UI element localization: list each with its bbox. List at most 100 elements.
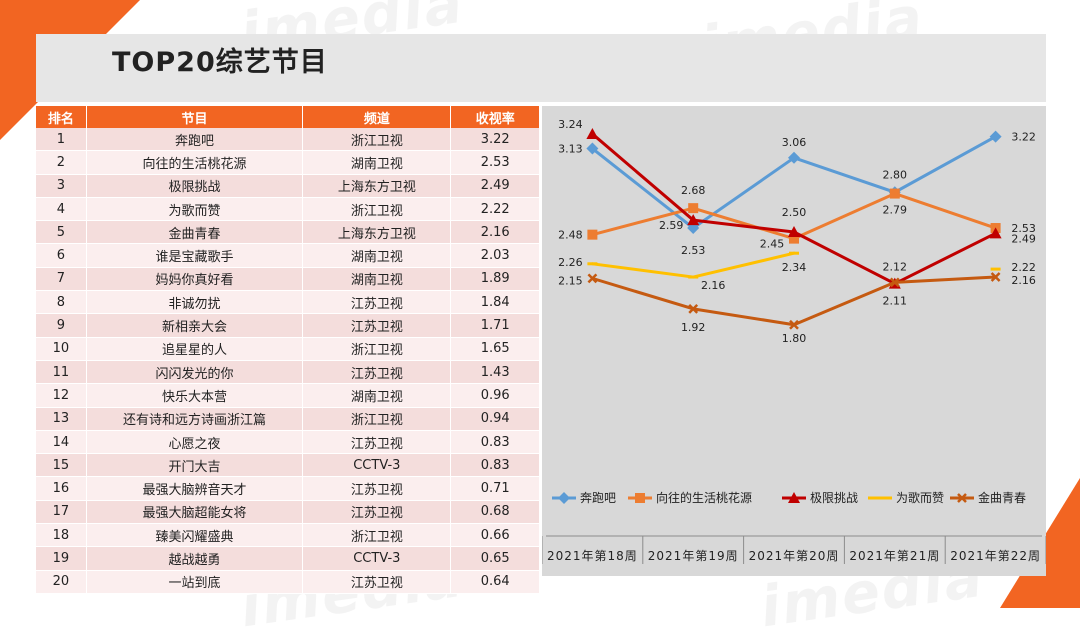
rating-cell: 0.71: [450, 476, 540, 501]
legend-label: 为歌而赞: [896, 490, 944, 505]
table-row: 9 新相亲大会 江苏卫视 1.71: [36, 313, 540, 338]
legend-label: 向往的生活桃花源: [656, 490, 752, 505]
data-point: [586, 142, 599, 155]
series-line: [590, 147, 695, 230]
channel-cell: 上海东方卫视: [302, 174, 452, 198]
rank-cell: 9: [36, 313, 87, 338]
legend-marker: [957, 493, 967, 503]
data-point: [990, 272, 1001, 282]
x-tick-label: 2021年第18周: [547, 549, 638, 563]
column-header-program: 节目: [86, 106, 304, 128]
series-line: [893, 231, 998, 286]
program-cell: 心愿之夜: [86, 430, 304, 455]
program-cell: 快乐大本营: [86, 383, 304, 408]
data-point: [688, 203, 699, 214]
program-cell: 向往的生活桃花源: [86, 150, 304, 175]
legend-label: 奔跑吧: [580, 491, 616, 505]
program-cell: 新相亲大会: [86, 313, 304, 338]
data-label: 2.49: [1011, 232, 1036, 245]
table-row: 14 心愿之夜 江苏卫视 0.83: [36, 430, 540, 455]
channel-cell: 湖南卫视: [302, 267, 452, 292]
data-point: [688, 303, 699, 314]
series-line: [792, 230, 897, 286]
x-tick-label: 2021年第22周: [950, 549, 1041, 563]
rating-cell: 2.16: [450, 220, 540, 245]
rank-cell: 3: [36, 174, 87, 198]
rating-cell: 1.43: [450, 360, 540, 385]
program-cell: 一站到底: [86, 570, 304, 594]
series-line: [893, 275, 998, 284]
channel-cell: CCTV-3: [302, 546, 452, 571]
rating-cell: 0.66: [450, 523, 540, 548]
rank-cell: 11: [36, 360, 87, 385]
series-line: [792, 156, 897, 194]
rating-cell: 3.22: [450, 128, 540, 152]
channel-cell: 湖南卫视: [302, 150, 452, 175]
rank-cell: 8: [36, 290, 87, 315]
program-cell: 臻美闪耀盛典: [86, 523, 304, 548]
column-header-rating: 收视率: [450, 106, 540, 128]
rating-cell: 0.64: [450, 570, 540, 594]
program-cell: 还有诗和远方诗画浙江篇: [86, 407, 304, 431]
rank-cell: 18: [36, 523, 87, 548]
legend-marker: [788, 492, 800, 503]
data-point: [789, 233, 799, 244]
rating-cell: 2.49: [450, 174, 540, 198]
channel-cell: 浙江卫视: [302, 337, 452, 361]
channel-cell: 上海东方卫视: [302, 220, 452, 245]
header-band: [36, 34, 1046, 102]
program-cell: 开门大吉: [86, 453, 304, 478]
data-point: [789, 319, 799, 330]
table-row: 7 妈妈你真好看 湖南卫视 1.89: [36, 267, 540, 292]
page-title: TOP20综艺节目: [112, 47, 328, 78]
series-line: [590, 276, 695, 311]
series-line: [893, 192, 998, 230]
table-row: 19 越战越勇 CCTV-3 0.65: [36, 546, 540, 571]
program-cell: 金曲青春: [86, 220, 304, 245]
rank-cell: 1: [36, 128, 87, 152]
column-header-channel: 频道: [302, 106, 452, 128]
rank-cell: 2: [36, 150, 87, 175]
rating-cell: 2.03: [450, 243, 540, 268]
rank-cell: 19: [36, 546, 87, 571]
data-label: 1.92: [681, 321, 706, 334]
data-point: [587, 273, 598, 284]
rank-cell: 12: [36, 383, 87, 408]
rating-cell: 0.68: [450, 500, 540, 525]
data-label: 2.16: [1011, 274, 1036, 287]
data-point: [788, 151, 800, 164]
rating-cell: 2.53: [450, 150, 540, 175]
data-point: [586, 127, 599, 139]
program-cell: 闪闪发光的你: [86, 360, 304, 385]
series-line: [792, 192, 897, 241]
channel-cell: 江苏卫视: [302, 476, 452, 501]
series-line: [691, 156, 796, 230]
line-chart: 2021年第18周 2021年第19周 2021年第20周 2021年第21周 2021…: [541, 118, 1047, 564]
channel-cell: 湖南卫视: [302, 243, 452, 268]
data-label: 2.34: [782, 261, 807, 274]
program-cell: 非诚勿扰: [86, 290, 304, 315]
rating-cell: 2.22: [450, 197, 540, 222]
data-label: 2.68: [681, 184, 706, 197]
table-row: 20 一站到底 江苏卫视 0.64: [36, 570, 540, 594]
data-point: [889, 277, 900, 288]
rating-cell: 0.83: [450, 430, 540, 455]
program-cell: 谁是宝藏歌手: [86, 243, 304, 268]
x-tick-label: 2021年第20周: [749, 549, 840, 563]
rating-cell: 1.84: [450, 290, 540, 315]
data-label: 3.22: [1011, 131, 1036, 144]
table-row: 5 金曲青春 上海东方卫视 2.16: [36, 220, 540, 245]
table-row: 11 闪闪发光的你 江苏卫视 1.43: [36, 360, 540, 385]
program-cell: 为歌而赞: [86, 197, 304, 222]
program-cell: 最强大脑超能女将: [86, 500, 304, 525]
data-point: [989, 130, 1002, 143]
rating-cell: 0.96: [450, 383, 540, 408]
data-point: [587, 229, 598, 240]
data-label: 2.53: [1011, 222, 1036, 235]
table-header-row: 排名 节目 频道 收视率: [36, 106, 540, 128]
table-row: 15 开门大吉 CCTV-3 0.83: [36, 453, 540, 478]
program-cell: 妈妈你真好看: [86, 267, 304, 292]
series-line: [792, 280, 897, 327]
data-point: [789, 251, 799, 255]
table-row: 8 非诚勿扰 江苏卫视 1.84: [36, 290, 540, 315]
